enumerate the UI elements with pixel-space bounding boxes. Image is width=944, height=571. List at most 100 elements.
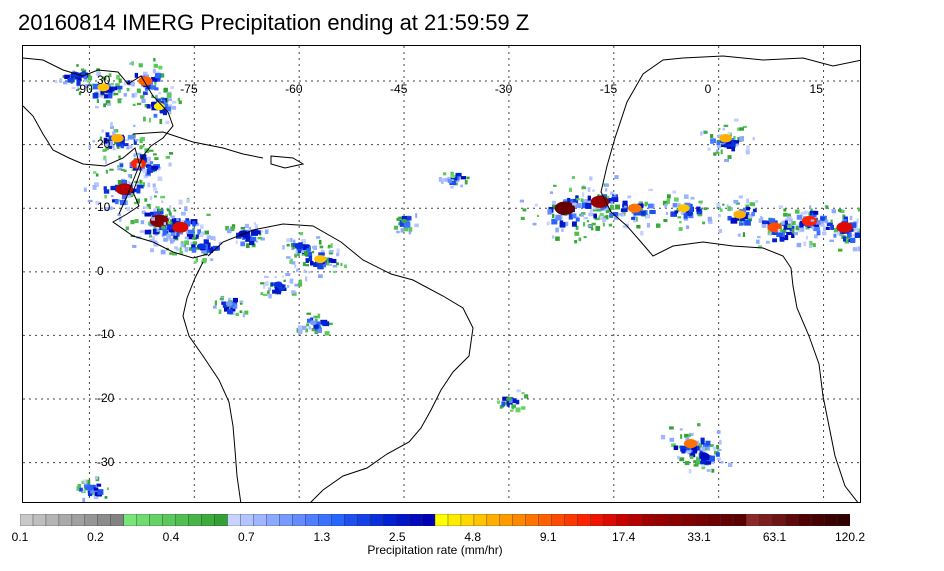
precip-pixel xyxy=(622,200,628,205)
precip-pixel xyxy=(655,223,661,228)
precip-pixel xyxy=(103,155,107,161)
precip-pixel xyxy=(739,127,744,131)
precip-pixel xyxy=(852,226,856,232)
precip-pixel xyxy=(703,131,708,134)
longitude-label: -90 xyxy=(75,82,93,96)
precip-pixel xyxy=(796,242,802,248)
precip-pixel xyxy=(532,222,537,226)
precip-cell xyxy=(296,312,333,336)
precip-pixel xyxy=(311,327,316,332)
precip-pixel xyxy=(571,221,577,227)
precip-pixel xyxy=(742,232,746,237)
precip-pixel xyxy=(709,455,715,462)
precip-core xyxy=(627,203,642,213)
colorbar-swatch xyxy=(447,514,462,526)
precip-pixel xyxy=(194,237,197,240)
precip-core xyxy=(225,301,233,307)
precip-pixel xyxy=(408,227,413,232)
precip-pixel xyxy=(522,208,527,212)
precip-pixel xyxy=(811,213,817,217)
precip-pixel xyxy=(136,102,142,106)
precip-pixel xyxy=(466,176,470,180)
longitude-label: -75 xyxy=(180,82,198,96)
precip-pixel xyxy=(149,234,153,238)
precip-pixel xyxy=(729,132,732,137)
precip-pixel xyxy=(258,230,264,233)
precip-pixel xyxy=(756,239,760,244)
precip-pixel xyxy=(191,247,197,253)
precip-pixel xyxy=(511,406,515,410)
precip-pixel xyxy=(582,192,585,198)
precip-pixel xyxy=(845,236,851,239)
precip-pixel xyxy=(162,100,166,106)
precip-pixel xyxy=(239,310,243,314)
colorbar-swatch xyxy=(201,514,216,526)
precip-pixel xyxy=(163,238,168,242)
precip-pixel xyxy=(405,216,412,221)
precip-pixel xyxy=(559,220,564,227)
precip-pixel xyxy=(166,97,169,103)
precip-pixel xyxy=(291,261,296,265)
precip-pixel xyxy=(286,256,291,259)
latitude-label: -10 xyxy=(97,327,115,342)
precip-pixel xyxy=(235,240,238,244)
precip-pixel xyxy=(686,436,690,441)
precip-pixel xyxy=(264,275,269,278)
precip-cell xyxy=(282,232,321,267)
precip-pixel xyxy=(833,227,839,233)
precipitation-layer xyxy=(54,58,860,502)
colorbar-swatch xyxy=(58,514,73,526)
precip-pixel xyxy=(766,240,770,244)
precip-pixel xyxy=(297,282,303,287)
precip-pixel xyxy=(648,188,654,192)
colorbar-swatch xyxy=(331,514,345,526)
precip-pixel xyxy=(576,197,580,201)
precip-pixel xyxy=(112,131,116,136)
precip-pixel xyxy=(118,155,121,159)
precip-pixel xyxy=(149,239,153,242)
precip-pixel xyxy=(209,258,212,261)
precip-pixel xyxy=(96,71,101,76)
precip-pixel xyxy=(276,290,282,295)
precip-pixel xyxy=(710,139,714,144)
colorbar-tick-label: 0.4 xyxy=(162,530,180,544)
precip-pixel xyxy=(126,87,130,92)
precip-pixel xyxy=(251,230,258,236)
colorbar-swatch xyxy=(655,514,669,526)
precip-pixel xyxy=(299,232,304,236)
precip-pixel xyxy=(317,263,323,270)
precip-pixel xyxy=(87,75,93,81)
precip-pixel xyxy=(696,209,703,215)
precip-pixel xyxy=(279,286,285,291)
colorbar-tick-label: 33.1 xyxy=(687,530,711,544)
precip-pixel xyxy=(81,480,84,484)
precip-pixel xyxy=(707,147,711,151)
precip-pixel xyxy=(666,194,671,199)
precip-pixel xyxy=(684,433,689,438)
precip-pixel xyxy=(297,325,302,331)
precip-pixel xyxy=(746,211,750,216)
colorbar-swatch xyxy=(136,514,151,526)
precip-pixel xyxy=(195,257,198,263)
precip-pixel xyxy=(110,145,115,149)
precip-pixel xyxy=(165,155,171,159)
precip-pixel xyxy=(314,330,319,335)
precip-pixel xyxy=(192,233,195,238)
precip-pixel xyxy=(212,305,217,309)
coastline-africa-west xyxy=(600,137,859,502)
precip-pixel xyxy=(195,247,201,250)
precip-pixel xyxy=(159,119,163,124)
precip-pixel xyxy=(724,159,730,162)
precip-pixel xyxy=(838,209,842,212)
precip-pixel xyxy=(154,195,157,198)
precip-pixel xyxy=(747,218,753,222)
precip-pixel xyxy=(706,447,711,451)
precip-pixel xyxy=(171,100,177,104)
precip-pixel xyxy=(297,248,302,254)
precip-pixel xyxy=(201,249,208,254)
precip-pixel xyxy=(582,185,585,188)
precip-pixel xyxy=(126,206,131,212)
precip-pixel xyxy=(336,262,340,266)
precip-pixel xyxy=(816,230,821,236)
precip-pixel xyxy=(673,445,679,451)
